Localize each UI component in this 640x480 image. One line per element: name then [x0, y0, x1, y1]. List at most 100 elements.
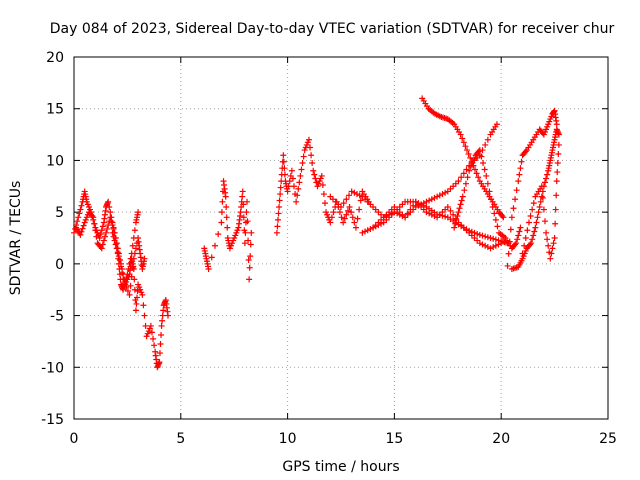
data-point [356, 192, 363, 199]
data-point [464, 174, 471, 181]
data-point [239, 188, 246, 195]
data-point [78, 202, 85, 209]
data-point [285, 183, 292, 190]
data-point [439, 191, 446, 198]
data-point [96, 235, 103, 241]
data-point [132, 245, 139, 252]
x-axis-label: GPS time / hours [282, 459, 399, 475]
plot-frame [73, 56, 609, 420]
data-point [297, 172, 304, 179]
data-point [242, 229, 249, 236]
data-point [218, 219, 225, 226]
data-point [555, 131, 562, 138]
data-point [115, 253, 122, 260]
data-point [466, 167, 473, 174]
data-point [246, 276, 253, 283]
data-point [134, 294, 141, 301]
data-point [151, 342, 158, 349]
data-point [328, 214, 335, 221]
data-point [74, 218, 81, 225]
data-point [356, 206, 363, 213]
data-point [482, 242, 489, 249]
data-point [423, 198, 430, 205]
data-point [423, 209, 430, 216]
data-point [505, 250, 512, 257]
data-point [490, 244, 497, 251]
data-point [457, 131, 464, 138]
data-point [239, 193, 246, 200]
data-point [150, 335, 157, 342]
data-point [311, 171, 318, 178]
data-point [484, 180, 491, 187]
data-point [415, 200, 422, 207]
data-point [436, 192, 443, 199]
data-point [517, 165, 524, 172]
data-point [538, 193, 545, 200]
data-point [517, 224, 524, 231]
data-point [246, 264, 253, 271]
data-point [205, 266, 212, 273]
y-tick-label: 5 [55, 205, 64, 221]
data-point [489, 203, 496, 210]
data-point [321, 200, 328, 207]
data-point [474, 230, 481, 237]
data-point [343, 196, 350, 203]
data-points [71, 95, 562, 371]
data-point [519, 250, 526, 257]
data-point [533, 219, 540, 226]
data-point [110, 225, 117, 232]
data-point [476, 231, 483, 238]
y-tick-labels: -15 -10 -5 0 5 10 15 20 [41, 50, 64, 428]
data-point [341, 215, 348, 222]
data-point [539, 194, 546, 201]
data-point [521, 242, 528, 249]
data-point [280, 152, 287, 159]
data-point [338, 214, 345, 221]
data-point [131, 250, 138, 257]
data-point [351, 189, 358, 196]
data-point [295, 185, 302, 192]
data-point [101, 233, 108, 240]
data-point [219, 198, 226, 205]
data-point [465, 150, 472, 157]
data-point [359, 229, 366, 236]
data-point [460, 139, 467, 146]
y-tick-label: -5 [50, 309, 64, 325]
data-point [461, 187, 468, 194]
y-axis-label: SDTVAR / TECUs [8, 181, 24, 296]
data-point [551, 235, 558, 241]
data-point [459, 193, 466, 200]
data-point [104, 225, 111, 232]
data-point [507, 226, 514, 233]
data-point [77, 206, 84, 213]
data-point [549, 245, 556, 252]
data-point [141, 255, 148, 262]
data-point [319, 181, 326, 188]
data-point [352, 224, 359, 231]
data-point [354, 191, 361, 198]
series-arc-last [519, 141, 562, 262]
series-arc-long-decline [419, 95, 507, 221]
data-point [211, 242, 218, 249]
data-point [454, 213, 461, 220]
data-point [131, 286, 138, 293]
data-point [277, 184, 284, 191]
data-point [98, 245, 105, 252]
data-point [127, 282, 134, 289]
data-point [133, 300, 140, 307]
data-point [442, 189, 449, 196]
data-point [532, 224, 539, 231]
series-arc-midday-c [359, 121, 500, 236]
data-point [248, 229, 255, 236]
data-point [530, 232, 537, 239]
data-point [158, 331, 165, 338]
data-point [458, 197, 465, 204]
data-point [294, 192, 301, 199]
data-point [131, 276, 138, 283]
x-tick-labels: 0 5 10 15 20 25 [70, 431, 617, 447]
data-point [420, 202, 427, 209]
data-point [357, 197, 364, 204]
data-point [158, 322, 165, 329]
data-point [540, 206, 547, 213]
data-point [513, 187, 520, 194]
